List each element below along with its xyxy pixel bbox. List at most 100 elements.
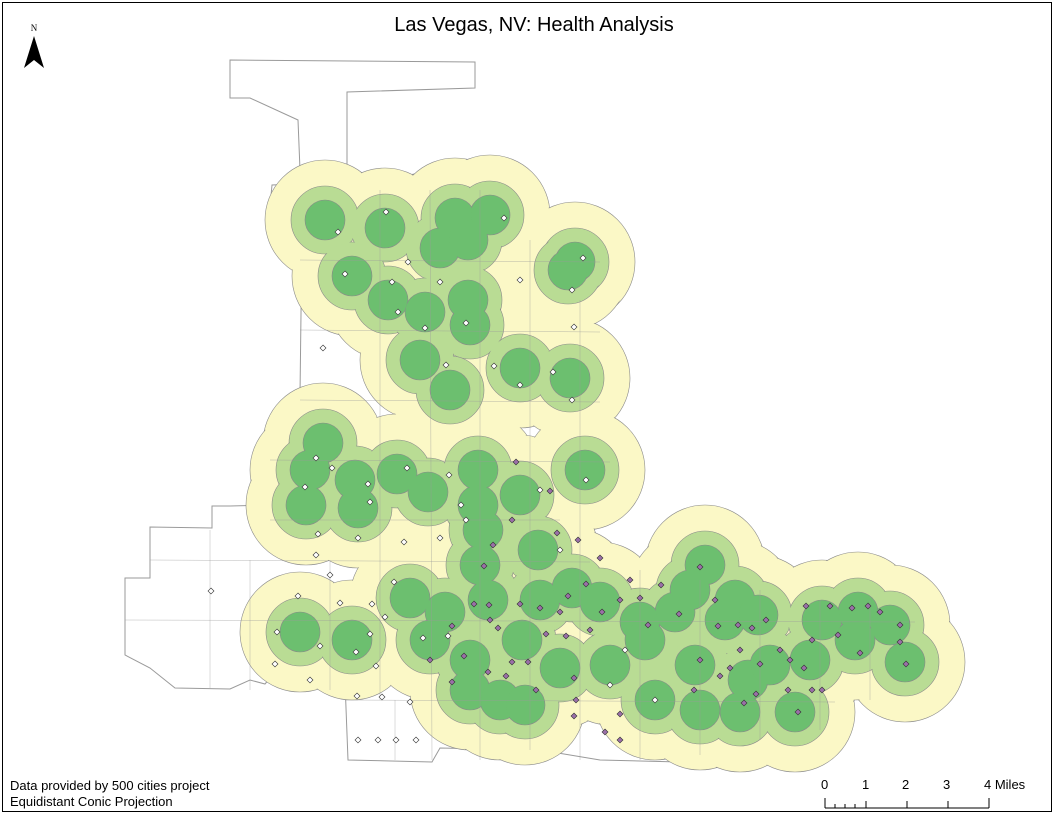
buffer-fill [790, 640, 830, 680]
facility-point-purple [542, 630, 550, 638]
facility-point-purple [516, 600, 524, 608]
facility-point-purple [494, 624, 502, 632]
facility-point-white [621, 646, 629, 654]
facility-point-purple [748, 624, 756, 632]
buffer-fill [335, 460, 375, 500]
buffer-fill [565, 450, 605, 490]
facility-point-purple [902, 660, 910, 668]
facility-point-white [312, 551, 320, 559]
facility-point-white [462, 516, 470, 524]
facility-point-white [406, 698, 414, 706]
facility-point-white [568, 286, 576, 294]
buffer-fill [550, 358, 590, 398]
facility-point-white [301, 483, 309, 491]
facility-point-white [419, 634, 427, 642]
buffer-fill [802, 600, 842, 640]
buffer-fill [450, 305, 490, 345]
buffer-fill [520, 580, 560, 620]
facility-point-white [570, 323, 578, 331]
facility-point-white [314, 530, 322, 538]
facility-point-purple [553, 529, 561, 537]
facility-point-purple [586, 626, 594, 634]
facility-point-purple [470, 600, 478, 608]
buffer-fill [500, 475, 540, 515]
facility-point-purple [512, 458, 520, 466]
facility-point-purple [786, 656, 794, 664]
facility-point-white [366, 498, 374, 506]
facility-point-white [368, 600, 376, 608]
buffer-fill [590, 645, 630, 685]
facility-point-purple [616, 596, 624, 604]
buffer-fill [405, 292, 445, 332]
tract-line [149, 559, 591, 563]
facility-point-white [381, 613, 389, 621]
facility-point-purple [532, 686, 540, 694]
facility-point-purple [808, 686, 816, 694]
facility-point-purple [596, 554, 604, 562]
data-source-credit: Data provided by 500 cities project [10, 778, 210, 793]
facility-point-purple [690, 686, 698, 694]
facility-point-white [319, 344, 327, 352]
facility-point-white [352, 648, 360, 656]
buffer-fill [338, 488, 378, 528]
facility-point-purple [776, 646, 784, 654]
north-arrow-icon: N [24, 23, 44, 68]
facility-point-white [400, 538, 408, 546]
facility-point-purple [508, 516, 516, 524]
facility-point-purple [626, 576, 634, 584]
scale-label-4: 4 Miles [984, 777, 1026, 792]
facility-point-white [445, 471, 453, 479]
facility-point-white [294, 592, 302, 600]
facility-point-white [354, 736, 362, 744]
facility-point-purple [794, 708, 802, 716]
facility-point-purple [616, 710, 624, 718]
facility-point-white [374, 736, 382, 744]
buffer-fill [290, 450, 330, 490]
facility-point-purple [726, 664, 734, 672]
facility-point-purple [480, 562, 488, 570]
facility-point-purple [784, 686, 792, 694]
facility-point-white [271, 660, 279, 668]
facility-point-white [536, 486, 544, 494]
facility-point-purple [736, 646, 744, 654]
facility-point-white [568, 396, 576, 404]
buffer-fill [450, 640, 490, 680]
buffer-fill [540, 648, 580, 688]
buffer-fill [548, 250, 588, 290]
buffer-fill [518, 530, 558, 570]
facility-point-white [341, 270, 349, 278]
facility-point-purple [808, 636, 816, 644]
facility-point-purple [802, 602, 810, 610]
buffer-fill [286, 485, 326, 525]
buffer-fill [675, 645, 715, 685]
facility-point-purple [636, 594, 644, 602]
buffer-fill [463, 510, 503, 550]
facility-point-white [579, 254, 587, 262]
facility-point-white [582, 476, 590, 484]
facility-point-white [412, 736, 420, 744]
facility-point-white [353, 692, 361, 700]
facility-point-purple [711, 596, 719, 604]
buffer-fill [505, 685, 545, 725]
buffer-fill [670, 570, 710, 610]
facility-point-white [392, 736, 400, 744]
facility-point-purple [864, 602, 872, 610]
facility-point-white [516, 381, 524, 389]
facility-point-white [378, 693, 386, 701]
map-credits: Data provided by 500 cities project Equi… [10, 778, 209, 810]
scale-bar-ruler [824, 798, 990, 809]
facility-point-white [354, 534, 362, 542]
buffer-fill [410, 620, 450, 660]
health-facility-points [207, 208, 910, 744]
facility-point-purple [570, 674, 578, 682]
facility-point-purple [486, 616, 494, 624]
facility-point-white [326, 571, 334, 579]
facility-point-white [312, 454, 320, 462]
buffer-fill [305, 200, 345, 240]
tract-line [124, 619, 916, 623]
facility-point-purple [460, 652, 468, 660]
facility-point-white [500, 214, 508, 222]
facility-point-purple [800, 664, 808, 672]
